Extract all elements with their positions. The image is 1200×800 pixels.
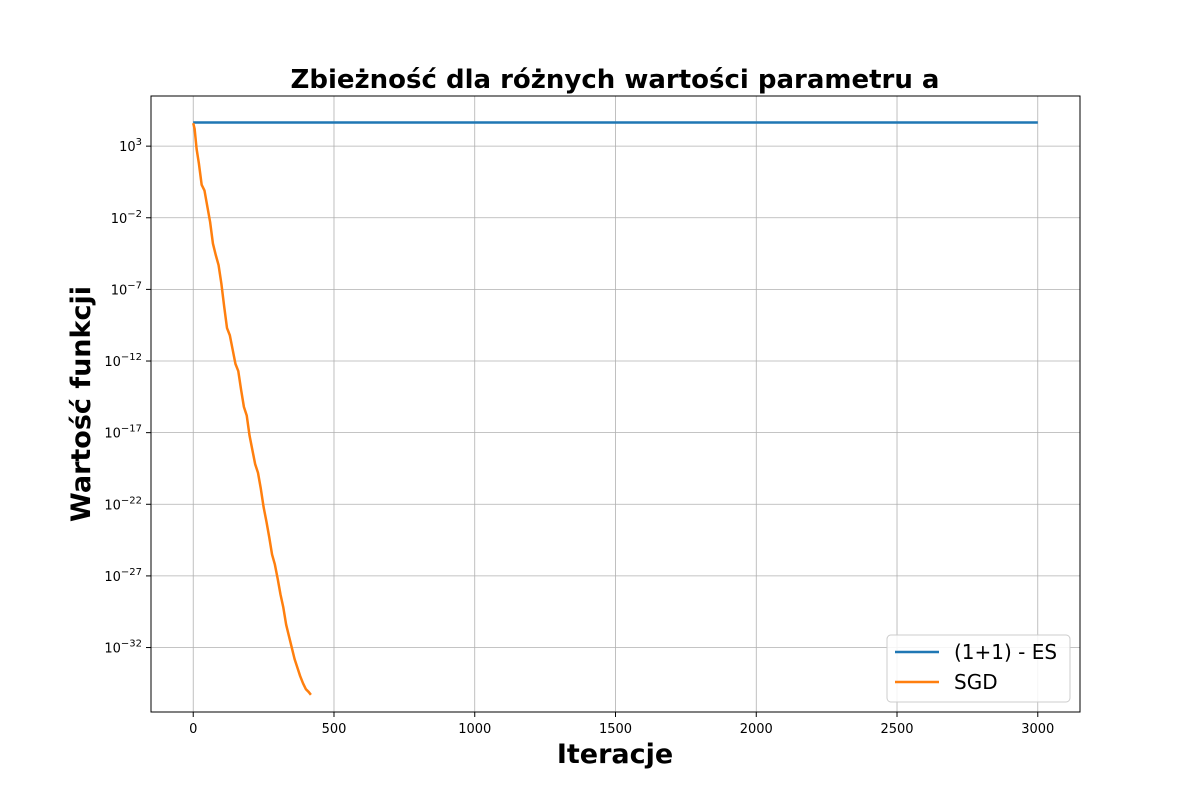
x-tick-label: 1000 xyxy=(458,722,491,737)
x-tick-label: 0 xyxy=(189,722,197,737)
y-tick-label: 10−12 xyxy=(104,352,142,370)
y-tick-label: 10−17 xyxy=(104,424,142,442)
axis-ticks: 0 500 1000 1500 2000 2500 3000 103 10−2 10−7 10−12… xyxy=(104,137,1054,737)
x-tick-label: 2500 xyxy=(880,722,913,737)
y-tick-label: 10−22 xyxy=(104,495,142,513)
y-tick-label: 10−27 xyxy=(104,567,142,585)
grid-lines xyxy=(151,96,1080,712)
chart-title: Zbieżność dla różnych wartości parametru… xyxy=(291,65,940,95)
x-axis-label: Iteracje xyxy=(557,739,673,770)
series-line-1 xyxy=(192,122,312,696)
y-tick-label: 10−2 xyxy=(111,209,142,227)
x-tick-label: 3000 xyxy=(1021,722,1054,737)
x-tick-label: 500 xyxy=(322,722,347,737)
x-tick-label: 2000 xyxy=(740,722,773,737)
legend-label-0: (1+1) - ES xyxy=(954,640,1057,664)
y-tick-label: 10−32 xyxy=(104,639,142,657)
legend-label-1: SGD xyxy=(954,670,998,694)
y-tick-label: 10−7 xyxy=(111,280,142,298)
series-lines xyxy=(192,121,1038,696)
y-tick-label: 103 xyxy=(119,137,142,155)
x-tick-label: 1500 xyxy=(599,722,632,737)
y-axis-label: Wartość funkcji xyxy=(66,286,97,522)
legend: (1+1) - ES SGD xyxy=(886,634,1071,703)
